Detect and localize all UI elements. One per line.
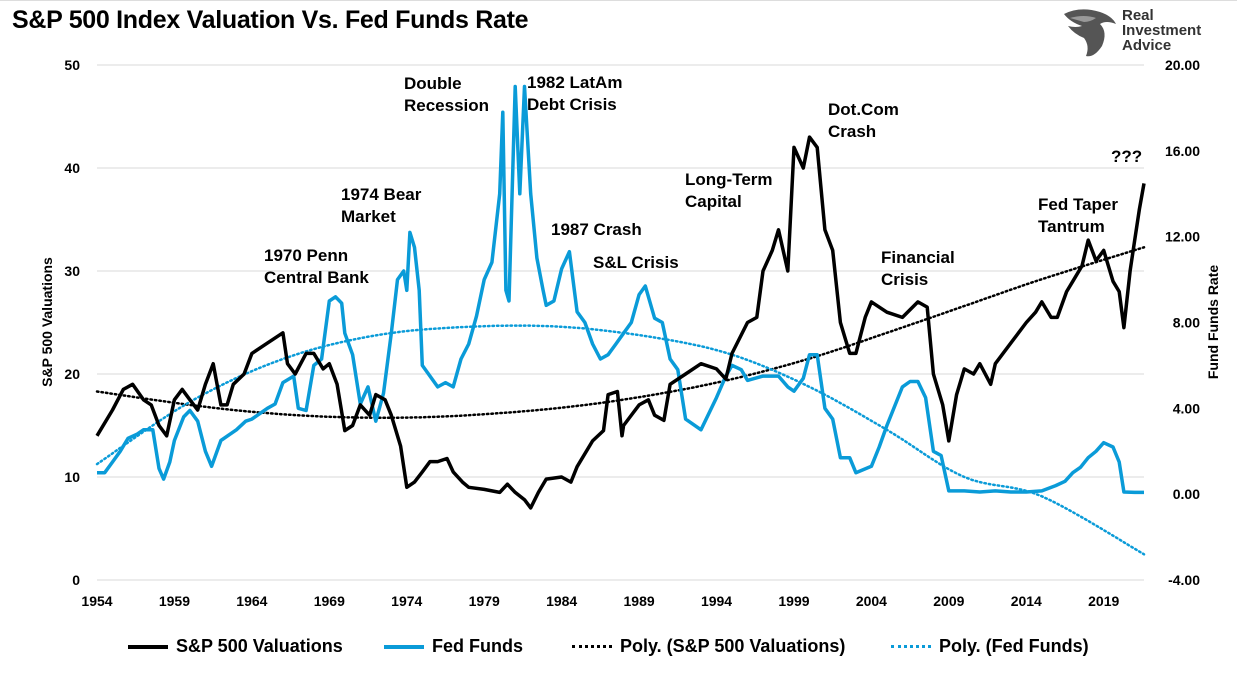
annotation-line: Debt Crisis xyxy=(527,95,617,114)
annotation-penn: 1970 Penn Central Bank xyxy=(264,245,369,289)
annotation-1987-crash: 1987 Crash xyxy=(551,219,642,241)
y-tick-label: 30 xyxy=(64,263,80,279)
legend-swatch xyxy=(128,644,168,649)
y2-tick-label: 12.00 xyxy=(1165,229,1200,245)
annotation-line: Capital xyxy=(685,192,742,211)
y-tick-label: 20 xyxy=(64,366,80,382)
x-tick-label: 1974 xyxy=(391,593,422,609)
x-tick-label: 1969 xyxy=(314,593,345,609)
annotation-line: ??? xyxy=(1111,147,1143,166)
x-tick-label: 1964 xyxy=(236,593,267,609)
logo-eagle-icon xyxy=(1064,9,1116,57)
logo-line: Advice xyxy=(1122,37,1172,54)
annotation-line: Crisis xyxy=(881,270,929,289)
annotation-double: Double Recession xyxy=(404,73,489,117)
logo-text: Real Investment Advice xyxy=(1122,8,1201,53)
chart-title: S&P 500 Index Valuation Vs. Fed Funds Ra… xyxy=(12,6,529,34)
legend-item-sp500: S&P 500 Valuations xyxy=(128,636,343,657)
legend: S&P 500 Valuations Fed Funds Poly. (S&P … xyxy=(0,636,1237,660)
annotation-taper: Fed Taper Tantrum xyxy=(1038,194,1118,238)
y-axis-label: S&P 500 Valuations xyxy=(39,257,55,387)
y2-tick-label: 0.00 xyxy=(1173,486,1200,502)
annotation-line: Fed Taper xyxy=(1038,195,1118,214)
annotation-line: 1974 Bear xyxy=(341,185,422,204)
y2-tick-label: 8.00 xyxy=(1173,315,1200,331)
logo-line: Investment xyxy=(1122,22,1202,39)
x-tick-label: 1954 xyxy=(81,593,112,609)
legend-swatch xyxy=(384,644,424,649)
annotation-line: Recession xyxy=(404,96,490,115)
annotation-line: 1982 LatAm xyxy=(527,73,623,92)
y2-tick-label: 20.00 xyxy=(1165,57,1200,73)
y2-tick-label: 4.00 xyxy=(1173,400,1200,416)
x-tick-label: 2019 xyxy=(1088,593,1119,609)
y-tick-label: 50 xyxy=(64,57,80,73)
legend-swatch xyxy=(891,645,931,648)
sp500-line xyxy=(95,135,1146,510)
annotation-line: S&L Crisis xyxy=(593,253,679,272)
legend-label: Poly. (Fed Funds) xyxy=(939,636,1089,656)
sp500-poly-trendline xyxy=(95,246,1146,420)
y2-axis-label: Fund Funds Rate xyxy=(1205,265,1221,380)
fedfunds-poly-trendline xyxy=(95,324,1146,556)
y-tick-label: 40 xyxy=(64,160,80,176)
annotation-ltcm: Long-Term Capital xyxy=(685,169,773,213)
x-tick-label: 2004 xyxy=(856,593,887,609)
annotation-dotcom: Dot.Com Crash xyxy=(828,99,899,143)
legend-item-fedfunds: Fed Funds xyxy=(384,636,523,657)
annotation-financial: Financial Crisis xyxy=(881,247,955,291)
annotation-latam: 1982 LatAm Debt Crisis xyxy=(527,72,622,116)
x-tick-label: 2009 xyxy=(933,593,964,609)
annotation-line: Financial xyxy=(881,248,955,267)
annotation-line: Long-Term xyxy=(685,170,773,189)
annotation-question: ??? xyxy=(1111,146,1142,168)
legend-item-sp500-poly: Poly. (S&P 500 Valuations) xyxy=(572,636,845,657)
annotation-line: Double xyxy=(404,74,462,93)
legend-item-fedfunds-poly: Poly. (Fed Funds) xyxy=(891,636,1089,657)
x-tick-label: 1999 xyxy=(778,593,809,609)
x-tick-label: 1979 xyxy=(469,593,500,609)
top-border xyxy=(0,0,1237,1)
annotation-line: Tantrum xyxy=(1038,217,1105,236)
legend-label: S&P 500 Valuations xyxy=(176,636,343,656)
x-tick-label: 1984 xyxy=(546,593,577,609)
annotation-sl-crisis: S&L Crisis xyxy=(593,252,679,274)
y-tick-label: 0 xyxy=(72,572,80,588)
x-tick-label: 1994 xyxy=(701,593,732,609)
annotation-line: 1970 Penn xyxy=(264,246,349,265)
y2-tick-label: 16.00 xyxy=(1165,143,1200,159)
annotation-line: Dot.Com xyxy=(828,100,899,119)
y2-tick-label: -4.00 xyxy=(1168,572,1200,588)
x-tick-label: 2014 xyxy=(1011,593,1042,609)
legend-label: Fed Funds xyxy=(432,636,523,656)
annotation-line: Central Bank xyxy=(264,268,369,287)
x-tick-label: 1959 xyxy=(159,593,190,609)
logo-line: Real xyxy=(1122,7,1154,24)
y-tick-label: 10 xyxy=(64,469,80,485)
legend-swatch xyxy=(572,645,612,648)
annotation-line: Crash xyxy=(828,122,877,141)
legend-label: Poly. (S&P 500 Valuations) xyxy=(620,636,846,656)
annotation-line: Market xyxy=(341,207,396,226)
annotation-bear: 1974 Bear Market xyxy=(341,184,421,228)
annotation-line: 1987 Crash xyxy=(551,220,642,239)
x-tick-label: 1989 xyxy=(624,593,655,609)
